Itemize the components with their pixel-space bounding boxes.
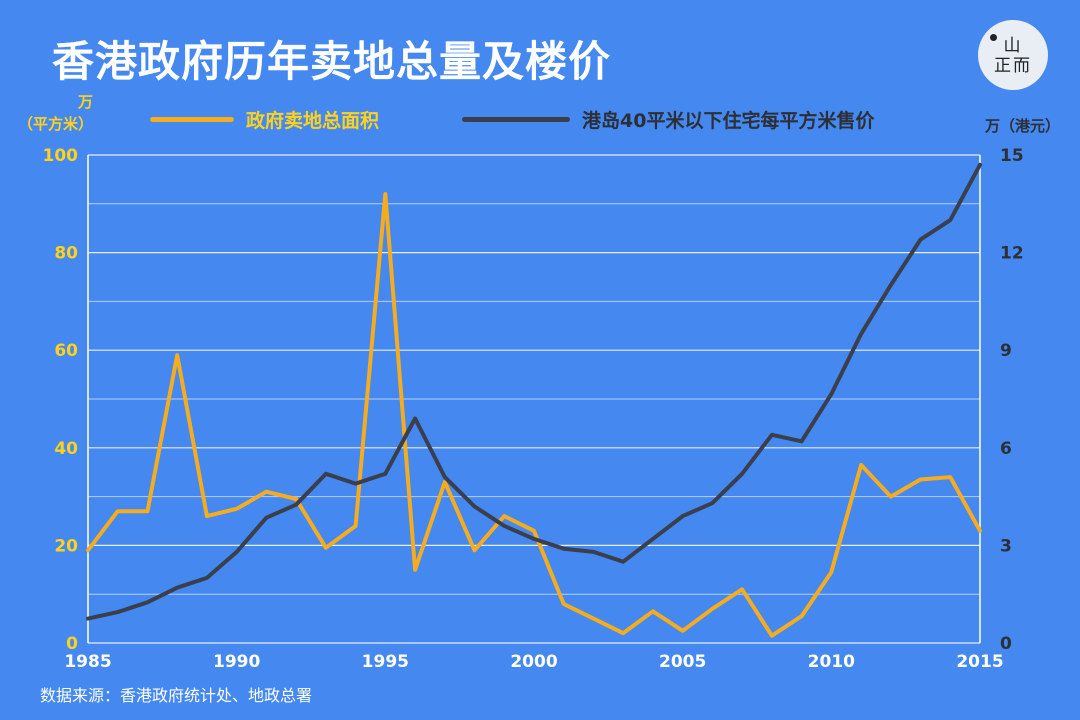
- left-tick-label-1: 20: [54, 536, 78, 556]
- legend-swatch-price: [462, 116, 570, 122]
- x-tick-label-2: 1995: [362, 652, 409, 672]
- right-tick-label-4: 12: [1000, 244, 1024, 264]
- left-axis-unit-bottom: （平方米）: [18, 115, 94, 133]
- logo-text-bottom: 正而: [994, 56, 1032, 76]
- legend-label-land: 政府卖地总面积: [246, 109, 380, 132]
- legend-item-land: 政府卖地总面积: [150, 104, 379, 134]
- x-tick-label-4: 2005: [659, 652, 706, 672]
- left-tick-label-0: 0: [66, 634, 78, 654]
- left-axis-unit-top: 万: [78, 93, 94, 111]
- land-area-series-line: [86, 192, 982, 638]
- right-tick-label-3: 9: [1000, 341, 1012, 361]
- legend-swatch-land: [150, 116, 234, 122]
- right-axis-unit: 万（港元）: [985, 117, 1061, 135]
- left-tick-label-4: 80: [54, 244, 78, 264]
- logo-text-top: 山: [1003, 36, 1023, 56]
- x-tick-label-3: 2000: [510, 652, 557, 672]
- left-tick-label-2: 40: [54, 439, 78, 459]
- price-series-line: [86, 162, 982, 621]
- logo-dot-icon: [990, 34, 997, 41]
- data-source-note: 数据来源：香港政府统计处、地政总署: [40, 686, 313, 705]
- left-tick-label-3: 60: [54, 341, 78, 361]
- chart-title: 香港政府历年卖地总量及楼价: [52, 37, 612, 86]
- legend-item-price: 港岛40平米以下住宅每平方米售价: [462, 104, 874, 134]
- brand-logo: [978, 20, 1048, 90]
- right-tick-label-2: 6: [1000, 439, 1012, 459]
- left-tick-label-5: 100: [43, 146, 79, 166]
- x-tick-label-0: 1985: [64, 652, 111, 672]
- right-tick-label-1: 3: [1000, 536, 1012, 556]
- legend-label-price: 港岛40平米以下住宅每平方米售价: [582, 109, 875, 132]
- right-tick-label-0: 0: [1000, 634, 1012, 654]
- x-tick-label-1: 1990: [213, 652, 260, 672]
- x-tick-label-6: 2015: [956, 652, 1003, 672]
- right-tick-label-5: 15: [1000, 146, 1024, 166]
- x-tick-label-5: 2010: [808, 652, 855, 672]
- logo-text: 山 正而: [990, 36, 1036, 76]
